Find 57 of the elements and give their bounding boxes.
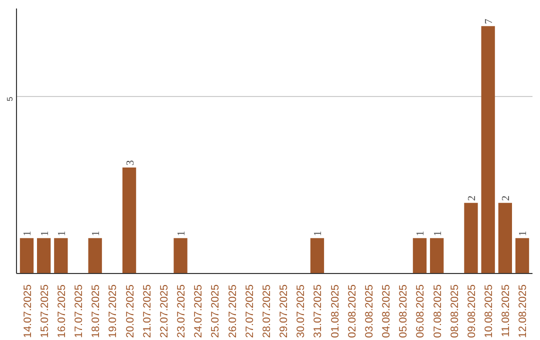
x-tick-label: 15.07.2025 — [38, 284, 51, 338]
data-label: 1 — [40, 230, 51, 236]
x-tick-label: 24.07.2025 — [192, 284, 205, 338]
x-tick-label: 02.08.2025 — [346, 284, 358, 338]
bar — [412, 238, 427, 274]
bar — [464, 202, 478, 274]
x-tick-label: 18.07.2025 — [90, 284, 102, 338]
bar — [20, 238, 34, 274]
data-label: 1 — [416, 230, 427, 236]
x-tick-label: 07.08.2025 — [432, 284, 444, 338]
bar — [481, 26, 495, 274]
x-tick-label: 22.07.2025 — [158, 284, 170, 338]
x-tick-label: 16.07.2025 — [56, 284, 68, 338]
bar — [37, 238, 51, 274]
bar — [430, 238, 444, 274]
x-tick-label: 25.07.2025 — [210, 284, 222, 338]
data-label: 2 — [466, 196, 478, 201]
x-tick-label: 17.07.2025 — [73, 284, 86, 338]
bar — [498, 202, 512, 274]
data-label: 1 — [313, 230, 324, 236]
x-tick-label: 10.08.2025 — [483, 284, 496, 338]
bar — [122, 168, 136, 274]
bar — [54, 238, 68, 274]
x-tick-label: 12.08.2025 — [517, 284, 530, 338]
x-tick-label: 05.08.2025 — [398, 284, 410, 338]
x-tick-label: 11.08.2025 — [500, 284, 512, 338]
x-tick-label: 20.07.2025 — [124, 284, 136, 338]
bar — [174, 238, 188, 274]
x-tick-label: 26.07.2025 — [226, 284, 239, 338]
x-tick-label: 28.07.2025 — [260, 284, 273, 338]
x-tick-label: 27.07.2025 — [244, 284, 256, 338]
y-tick-label: 5 — [6, 96, 14, 102]
x-tick-label: 06.08.2025 — [414, 284, 427, 338]
x-tick-label: 08.08.2025 — [448, 284, 461, 338]
data-label: 1 — [432, 230, 444, 236]
bar — [88, 238, 102, 274]
bar — [310, 238, 324, 274]
data-label: 1 — [56, 230, 68, 236]
x-tick-label: 04.08.2025 — [380, 284, 393, 338]
x-tick-label: 03.08.2025 — [363, 284, 376, 338]
x-tick-label: 14.07.2025 — [22, 284, 34, 338]
x-tick-label: 19.07.2025 — [107, 284, 120, 338]
x-tick-label: 21.07.2025 — [141, 284, 154, 338]
x-tick-label: 29.07.2025 — [278, 284, 290, 338]
data-label: 7 — [484, 18, 496, 24]
x-tick-label: 09.08.2025 — [466, 284, 478, 338]
x-tick-label: 30.07.2025 — [295, 284, 308, 338]
data-label: 1 — [22, 230, 34, 236]
x-tick-label: 01.08.2025 — [329, 284, 342, 338]
data-label: 2 — [501, 196, 512, 201]
data-label: 1 — [518, 230, 530, 236]
data-label: 1 — [176, 230, 188, 236]
bar — [515, 238, 530, 274]
x-tick-label: 31.07.2025 — [312, 284, 324, 338]
data-label: 1 — [91, 230, 102, 236]
x-tick-label: 23.07.2025 — [176, 284, 188, 338]
data-label: 3 — [125, 160, 136, 166]
